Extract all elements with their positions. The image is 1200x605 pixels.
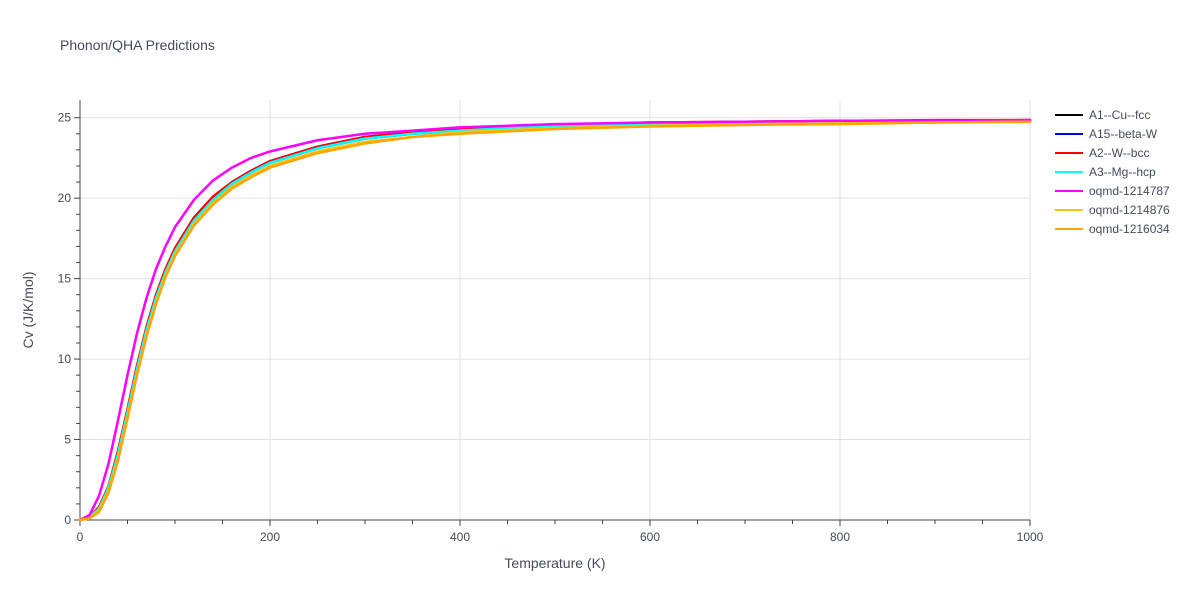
- series-line[interactable]: [78, 120, 1032, 522]
- y-tick-label: 20: [58, 191, 72, 205]
- legend-item[interactable]: A3--Mg--hcp: [1055, 165, 1156, 179]
- x-tick-label: 400: [450, 530, 470, 544]
- axes: [79, 100, 1030, 521]
- legend[interactable]: A1--Cu--fcc A15--beta-W A2--W--bcc A3--Mg--…: [1055, 108, 1170, 236]
- grid-lines: [80, 100, 1031, 520]
- x-tick-label: 0: [77, 530, 84, 544]
- legend-label: oqmd-1214787: [1089, 184, 1170, 198]
- legend-label: A1--Cu--fcc: [1089, 108, 1150, 122]
- y-tick-label: 15: [58, 272, 72, 286]
- legend-item[interactable]: A2--W--bcc: [1055, 146, 1149, 160]
- x-tick-label: 600: [640, 530, 660, 544]
- plot-area[interactable]: [78, 118, 1032, 522]
- y-tick-label: 0: [64, 513, 71, 527]
- series-line[interactable]: [78, 119, 1032, 522]
- x-tick-label: 800: [830, 530, 850, 544]
- chart-title: Phonon/QHA Predictions: [60, 37, 215, 53]
- series-line[interactable]: [78, 119, 1032, 522]
- legend-label: oqmd-1214876: [1089, 203, 1170, 217]
- series-line[interactable]: [78, 118, 1032, 522]
- series-line[interactable]: [78, 120, 1032, 522]
- x-tick-label: 200: [260, 530, 280, 544]
- series-line[interactable]: [78, 118, 1032, 522]
- y-axis-title: Cv (J/K/mol): [20, 272, 36, 349]
- series-line[interactable]: [78, 118, 1032, 522]
- legend-label: A15--beta-W: [1089, 127, 1158, 141]
- legend-item[interactable]: A1--Cu--fcc: [1055, 108, 1150, 122]
- legend-item[interactable]: oqmd-1214787: [1055, 184, 1170, 198]
- legend-item[interactable]: A15--beta-W: [1055, 127, 1158, 141]
- legend-label: A2--W--bcc: [1089, 146, 1149, 160]
- y-tick-label: 5: [64, 433, 71, 447]
- y-tick-label: 10: [58, 352, 72, 366]
- legend-item[interactable]: oqmd-1214876: [1055, 203, 1170, 217]
- y-tick-label: 25: [58, 111, 72, 125]
- legend-label: A3--Mg--hcp: [1089, 165, 1156, 179]
- legend-label: oqmd-1216034: [1089, 222, 1170, 236]
- tick-marks: 0 200 400 600 800 1000 0 5 10 15 20 25: [58, 111, 1044, 544]
- legend-item[interactable]: oqmd-1216034: [1055, 222, 1170, 236]
- x-axis-title: Temperature (K): [504, 555, 605, 571]
- x-tick-label: 1000: [1017, 530, 1044, 544]
